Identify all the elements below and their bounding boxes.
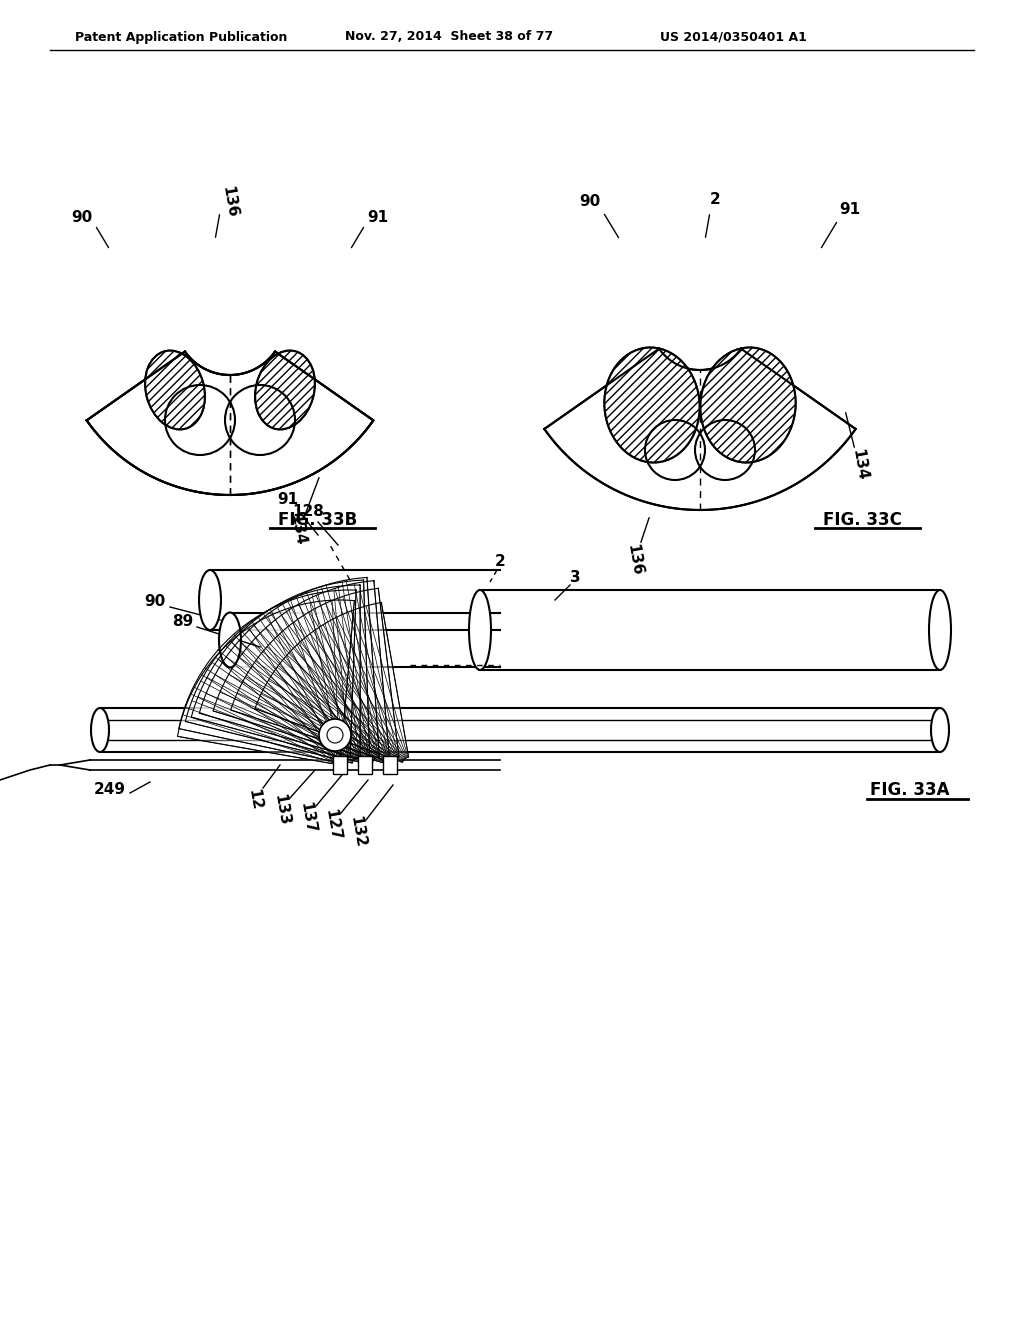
Polygon shape bbox=[200, 577, 380, 763]
Text: 2: 2 bbox=[495, 554, 506, 569]
Text: 132: 132 bbox=[348, 814, 369, 849]
Polygon shape bbox=[545, 348, 856, 510]
Text: 90: 90 bbox=[72, 210, 92, 224]
Text: 91: 91 bbox=[840, 202, 860, 218]
Text: FIG. 33A: FIG. 33A bbox=[870, 781, 949, 799]
Ellipse shape bbox=[469, 590, 490, 671]
Ellipse shape bbox=[700, 347, 796, 462]
Text: 3: 3 bbox=[569, 570, 581, 586]
Ellipse shape bbox=[145, 351, 205, 429]
Polygon shape bbox=[177, 601, 354, 763]
Bar bbox=[383, 756, 397, 774]
Text: 127: 127 bbox=[323, 808, 343, 842]
Text: 2: 2 bbox=[710, 193, 720, 207]
Text: Patent Application Publication: Patent Application Publication bbox=[75, 30, 288, 44]
Polygon shape bbox=[230, 589, 399, 763]
Ellipse shape bbox=[604, 347, 699, 462]
Ellipse shape bbox=[145, 351, 205, 429]
Text: 137: 137 bbox=[298, 801, 318, 836]
Polygon shape bbox=[213, 581, 389, 763]
Text: 134: 134 bbox=[288, 513, 308, 546]
Text: 91: 91 bbox=[368, 210, 388, 224]
Ellipse shape bbox=[199, 570, 221, 630]
Text: 133: 133 bbox=[271, 793, 292, 826]
Polygon shape bbox=[185, 585, 360, 763]
Text: FIG. 33B: FIG. 33B bbox=[279, 511, 357, 529]
Ellipse shape bbox=[91, 708, 109, 752]
Text: FIG. 33C: FIG. 33C bbox=[822, 511, 901, 529]
Ellipse shape bbox=[604, 347, 699, 462]
Polygon shape bbox=[255, 602, 409, 762]
Ellipse shape bbox=[931, 708, 949, 752]
Bar bbox=[333, 756, 347, 774]
Text: 136: 136 bbox=[625, 543, 645, 577]
Ellipse shape bbox=[219, 612, 241, 668]
Circle shape bbox=[319, 719, 351, 751]
Text: 128: 128 bbox=[292, 504, 324, 520]
Text: US 2014/0350401 A1: US 2014/0350401 A1 bbox=[660, 30, 807, 44]
Ellipse shape bbox=[255, 351, 314, 429]
Text: Nov. 27, 2014  Sheet 38 of 77: Nov. 27, 2014 Sheet 38 of 77 bbox=[345, 30, 553, 44]
Text: 89: 89 bbox=[172, 615, 194, 630]
Ellipse shape bbox=[700, 347, 796, 462]
Polygon shape bbox=[87, 351, 374, 495]
Polygon shape bbox=[191, 579, 370, 763]
Text: 91: 91 bbox=[278, 492, 299, 507]
Text: 249: 249 bbox=[94, 783, 126, 797]
Polygon shape bbox=[179, 590, 356, 763]
Text: 90: 90 bbox=[580, 194, 601, 210]
Text: 90: 90 bbox=[144, 594, 166, 610]
Bar bbox=[358, 756, 372, 774]
Ellipse shape bbox=[929, 590, 951, 671]
Ellipse shape bbox=[255, 351, 314, 429]
Text: 12: 12 bbox=[246, 788, 264, 812]
Text: 136: 136 bbox=[220, 185, 241, 219]
Text: 134: 134 bbox=[850, 447, 870, 482]
